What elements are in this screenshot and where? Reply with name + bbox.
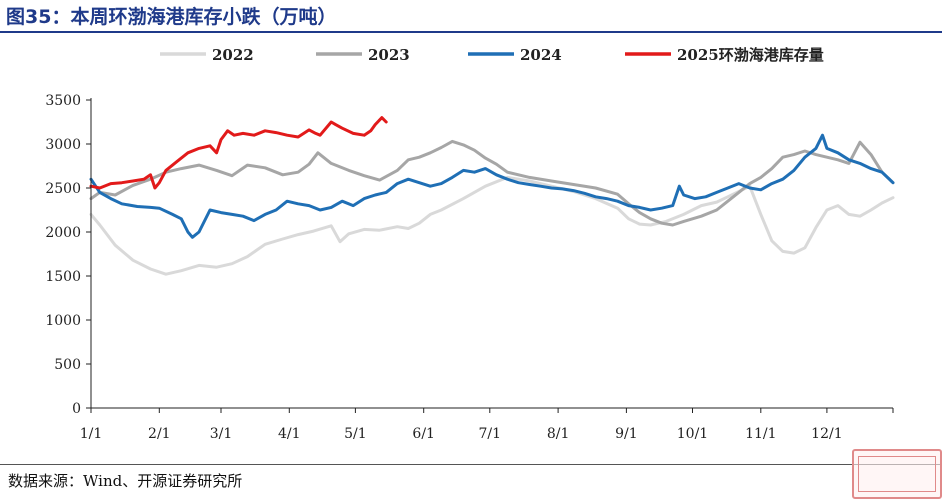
source-note: 数据来源：Wind、开源证券研究所 xyxy=(8,472,243,490)
series-line-2022 xyxy=(89,175,895,276)
x-tick-label: 2/1 xyxy=(148,426,171,442)
series-line-2025 xyxy=(89,116,388,190)
legend-label: 2023 xyxy=(368,46,410,64)
x-tick-label: 11/1 xyxy=(745,426,776,442)
x-tick-label: 7/1 xyxy=(479,426,502,442)
y-tick-label: 2500 xyxy=(45,181,81,197)
source-divider xyxy=(0,464,942,465)
legend-label: 2022 xyxy=(212,46,254,64)
x-tick-label: 3/1 xyxy=(210,426,233,442)
page-title: 图35：本周环渤海港库存小跌（万吨） xyxy=(6,6,337,28)
x-tick-label: 12/1 xyxy=(811,426,842,442)
legend-label: 2025环渤海港库存量 xyxy=(677,46,824,64)
chart-legend: 2022 2023 2024 2025环渤海港库存量 xyxy=(160,46,824,64)
y-axis: 0 500 1000 1500 2000 2500 3000 3500 xyxy=(45,93,92,417)
y-tick-label: 3000 xyxy=(45,137,81,153)
legend-label: 2024 xyxy=(520,46,562,64)
x-tick-label: 6/1 xyxy=(412,426,435,442)
watermark-logo xyxy=(852,449,942,499)
x-tick-label: 4/1 xyxy=(278,426,301,442)
series-line-2023 xyxy=(89,139,895,227)
y-tick-label: 500 xyxy=(54,357,81,373)
y-tick-label: 1500 xyxy=(45,269,81,285)
y-tick-label: 2000 xyxy=(45,225,81,241)
title-divider xyxy=(0,31,942,33)
x-axis: 1/1 2/1 3/1 4/1 5/1 6/1 7/1 8/1 9/1 10/1 11/1 12/1 xyxy=(80,407,894,442)
x-tick-label: 8/1 xyxy=(547,426,570,442)
watermark-logo-frame xyxy=(858,456,936,492)
series-line-2024 xyxy=(89,133,895,239)
x-tick-label: 9/1 xyxy=(615,426,638,442)
y-tick-label: 1000 xyxy=(45,313,81,329)
x-tick-label: 5/1 xyxy=(344,426,367,442)
line-chart: 2022 2023 2024 2025环渤海港库存量 0 500 1000 1500 2000… xyxy=(45,46,895,442)
plot-area xyxy=(89,116,895,276)
y-tick-label: 3500 xyxy=(45,93,81,109)
y-tick-label: 0 xyxy=(72,401,81,417)
x-tick-label: 10/1 xyxy=(677,426,708,442)
x-tick-label: 1/1 xyxy=(80,426,103,442)
